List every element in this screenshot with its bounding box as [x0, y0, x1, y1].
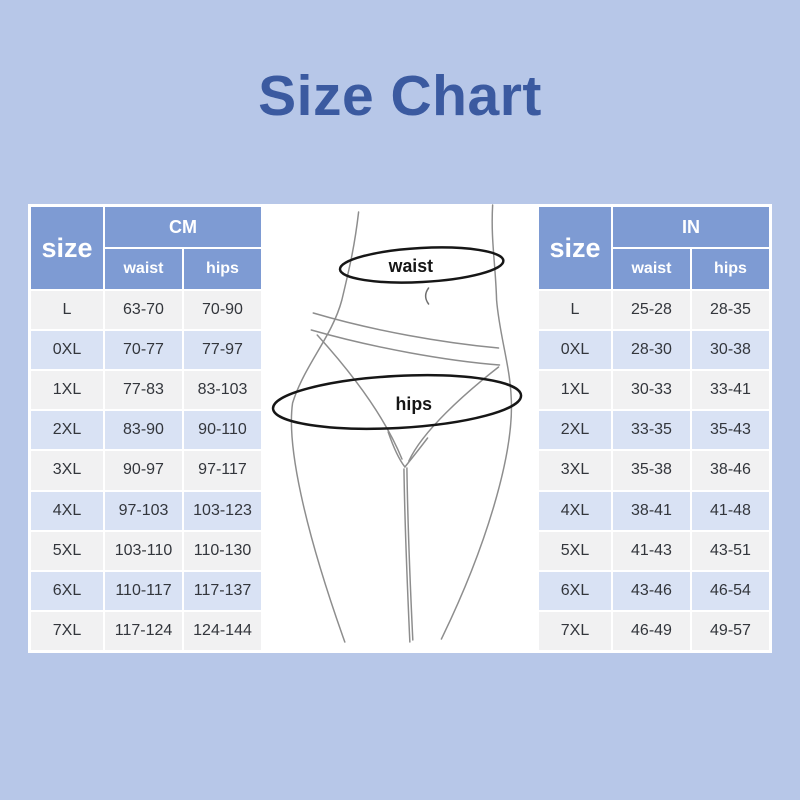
size-cell: 4XL — [539, 491, 611, 530]
hips-value-cell: 97-117 — [184, 451, 261, 490]
left-leg-opening-path — [316, 334, 403, 460]
size-cell: 1XL — [539, 371, 611, 410]
size-cell: 0XL — [539, 331, 611, 370]
waist-value-cell: 25-28 — [613, 291, 690, 330]
waist-value-cell: 30-33 — [613, 371, 690, 410]
hips-measure-ellipse — [271, 373, 523, 431]
size-cell: 3XL — [31, 451, 103, 490]
size-cell: L — [31, 291, 103, 330]
waist-value-cell: 83-90 — [105, 411, 182, 450]
in-table: size IN waist hips L 25-28 28-35 0XL 28-… — [536, 204, 772, 653]
in-waist-column-header: waist — [613, 249, 690, 289]
waist-value-cell: 103-110 — [105, 531, 182, 570]
waistband-top-path — [312, 312, 500, 349]
hips-value-cell: 33-41 — [692, 371, 769, 410]
size-cell: 6XL — [31, 571, 103, 610]
size-cell: 2XL — [539, 411, 611, 450]
size-cell: 7XL — [31, 611, 103, 650]
size-cell: 1XL — [31, 371, 103, 410]
waist-label: waist — [388, 256, 433, 276]
hips-value-cell: 28-35 — [692, 291, 769, 330]
size-cell: 5XL — [31, 531, 103, 570]
waist-value-cell: 97-103 — [105, 491, 182, 530]
cm-waist-column-header: waist — [105, 249, 182, 289]
waist-value-cell: 117-124 — [105, 611, 182, 650]
waist-value-cell: 41-43 — [613, 531, 690, 570]
hips-value-cell: 90-110 — [184, 411, 261, 450]
measurement-ellipses — [271, 246, 523, 431]
waist-value-cell: 90-97 — [105, 451, 182, 490]
hips-value-cell: 124-144 — [184, 611, 261, 650]
hips-value-cell: 46-54 — [692, 571, 769, 610]
hips-value-cell: 117-137 — [184, 571, 261, 610]
inner-leg-right-path — [406, 467, 414, 641]
waist-value-cell: 38-41 — [613, 491, 690, 530]
size-cell: 0XL — [31, 331, 103, 370]
waist-value-cell: 28-30 — [613, 331, 690, 370]
hips-value-cell: 110-130 — [184, 531, 261, 570]
hips-label: hips — [396, 394, 433, 414]
inner-leg-left-path — [403, 468, 411, 643]
size-cell: 6XL — [539, 571, 611, 610]
hips-value-cell: 35-43 — [692, 411, 769, 450]
cm-table: size CM waist hips L 63-70 70-90 0XL 70-… — [28, 204, 264, 653]
body-left-outline-path — [290, 211, 360, 643]
in-size-column-header: size — [539, 207, 611, 289]
size-cell: 4XL — [31, 491, 103, 530]
in-hips-column-header: hips — [692, 249, 769, 289]
measurement-labels: waist hips — [385, 253, 436, 417]
hips-value-cell: 83-103 — [184, 371, 261, 410]
body-outline — [290, 204, 513, 643]
size-chart-content: size CM waist hips L 63-70 70-90 0XL 70-… — [28, 204, 772, 653]
crotch-path — [387, 431, 429, 469]
hips-value-cell: 103-123 — [184, 491, 261, 530]
hips-value-cell: 38-46 — [692, 451, 769, 490]
hips-value-cell: 70-90 — [184, 291, 261, 330]
hips-value-cell: 77-97 — [184, 331, 261, 370]
waist-value-cell: 43-46 — [613, 571, 690, 610]
waist-value-cell: 63-70 — [105, 291, 182, 330]
cm-size-column-header: size — [31, 207, 103, 289]
right-leg-opening-path — [408, 366, 500, 462]
waist-value-cell: 46-49 — [613, 611, 690, 650]
waist-value-cell: 77-83 — [105, 371, 182, 410]
body-figure-illustration: waist hips — [271, 204, 523, 643]
body-right-outline-path — [440, 204, 513, 640]
waist-value-cell: 33-35 — [613, 411, 690, 450]
size-cell: 7XL — [539, 611, 611, 650]
size-cell: L — [539, 291, 611, 330]
waist-measure-ellipse — [338, 246, 505, 284]
size-cell: 2XL — [31, 411, 103, 450]
cm-unit-header: CM — [105, 207, 261, 247]
cm-hips-column-header: hips — [184, 249, 261, 289]
waist-value-cell: 110-117 — [105, 571, 182, 610]
hips-value-cell: 43-51 — [692, 531, 769, 570]
size-cell: 3XL — [539, 451, 611, 490]
navel-path — [424, 287, 430, 305]
waistband-bottom-path — [310, 329, 501, 366]
waist-value-cell: 70-77 — [105, 331, 182, 370]
page-title: Size Chart — [258, 64, 542, 128]
waist-value-cell: 35-38 — [613, 451, 690, 490]
size-cell: 5XL — [539, 531, 611, 570]
hips-value-cell: 49-57 — [692, 611, 769, 650]
figure-panel: waist hips — [264, 204, 536, 653]
in-unit-header: IN — [613, 207, 769, 247]
hips-value-cell: 30-38 — [692, 331, 769, 370]
hips-value-cell: 41-48 — [692, 491, 769, 530]
